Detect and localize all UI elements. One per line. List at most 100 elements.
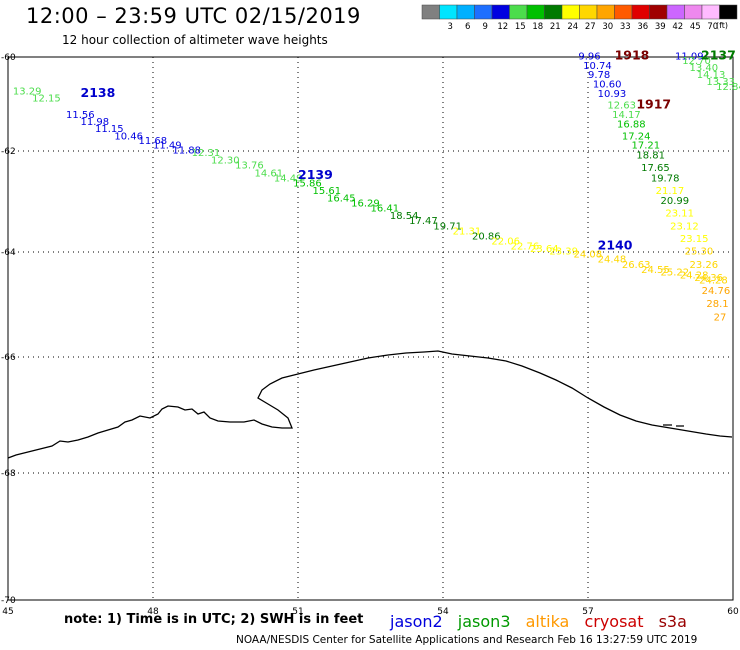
swh-value: 10.60 — [593, 80, 622, 91]
swh-value: 12.31 — [192, 148, 221, 159]
swh-value: 12.30 — [211, 156, 240, 167]
swh-value: 17.47 — [409, 216, 438, 227]
colorbar-tick-label: 42 — [672, 22, 683, 32]
swh-value: 18.54 — [390, 211, 419, 222]
swh-value: 22.76 — [511, 241, 540, 252]
swh-value: 14.61 — [255, 168, 284, 179]
swh-value: 16.45 — [327, 194, 356, 205]
lon-tick-label: 54 — [437, 607, 449, 617]
swh-value: 25.30 — [685, 247, 714, 258]
swh-value: 20.86 — [472, 231, 501, 242]
colorbar-unit: (ft) — [716, 21, 729, 30]
colorbar-tick-label: 70 — [707, 22, 718, 32]
colorbar-tick-label: 15 — [515, 22, 526, 32]
swh-value: 12.63 — [607, 101, 636, 112]
lat-tick-label: -64 — [1, 248, 16, 258]
colorbar-bin — [614, 4, 633, 20]
colorbar-bin — [684, 4, 703, 20]
satellite-legend: jason2 jason3 altika cryosat s3a — [390, 612, 697, 631]
track-1918-1917: 9.9610.749.7810.6010.9312.6314.1716.8817… — [578, 51, 730, 323]
swh-value: 13.33 — [706, 77, 735, 88]
map-frame — [7, 56, 734, 601]
swh-value: 19.78 — [651, 173, 680, 184]
lat-tick-label: -70 — [1, 596, 16, 606]
lat-tick-label: -66 — [1, 353, 16, 363]
colorbar-bin — [439, 4, 458, 20]
swh-value: 16.29 — [351, 199, 380, 210]
colorbar-bin — [526, 4, 545, 20]
orbit-number-label: 2138 — [81, 85, 116, 100]
swh-value: 24.08 — [574, 249, 603, 260]
orbit-number-label: 2137 — [701, 47, 736, 62]
antarctic-coastline — [7, 350, 733, 459]
page-title: 12:00 – 23:59 UTC 02/15/2019 — [26, 4, 361, 28]
orbit-number-label: 2140 — [598, 237, 633, 252]
swh-value: 11.56 — [66, 110, 95, 121]
swh-value: 21.17 — [656, 186, 685, 197]
colorbar-bin — [474, 4, 493, 20]
swh-value: 16.88 — [617, 120, 646, 131]
colorbar-bin — [579, 4, 598, 20]
swh-value: 11.98 — [81, 117, 110, 128]
swh-value: 23.15 — [680, 234, 709, 245]
swh-value: 13.76 — [235, 161, 264, 172]
colorbar-tick-label: 30 — [602, 22, 613, 32]
swh-value: 10.74 — [583, 61, 612, 72]
orbit-number-label: 2139 — [298, 167, 333, 182]
swh-value: 26.63 — [622, 260, 651, 271]
colorbar-tick-label: 45 — [690, 22, 701, 32]
swh-value: 15.86 — [293, 178, 322, 189]
colorbar-tick-label: 39 — [655, 22, 666, 32]
colorbar: 3 6 9 12 15 18 21 24 27 30 33 36 39 42 45 70 — [421, 4, 738, 32]
colorbar-tick-label: 24 — [567, 22, 578, 32]
swh-value: 11.88 — [172, 146, 201, 157]
swh-value: 11.68 — [139, 136, 168, 147]
coastline-fragment — [663, 424, 684, 427]
colorbar-bin — [649, 4, 668, 20]
swh-value: 23.64 — [530, 244, 559, 255]
swh-value: 12.84 — [716, 82, 740, 93]
swh-value: 14.13 — [697, 70, 726, 81]
colorbar-bin — [491, 4, 510, 20]
colorbar-tick-label: 9 — [483, 22, 488, 32]
colorbar-tick-label: 18 — [532, 22, 543, 32]
swh-value: 24.28 — [680, 270, 709, 281]
lon-tick-label: 48 — [147, 607, 159, 617]
swh-value: 17.21 — [632, 141, 661, 152]
swh-value: 11.09 — [675, 51, 704, 62]
legend-jason2: jason2 — [390, 612, 443, 631]
colorbar-tick-label: 6 — [465, 22, 470, 32]
lat-tick-label: -68 — [1, 469, 16, 479]
colorbar-bin — [596, 4, 615, 20]
swh-value: 10.93 — [598, 89, 627, 100]
colorbar-tick-label: 21 — [550, 22, 561, 32]
page-subtitle: 12 hour collection of altimeter wave hei… — [62, 33, 328, 47]
swh-value: 24.55 — [641, 265, 670, 276]
colorbar-bin — [509, 4, 528, 20]
swh-value: 12.15 — [32, 94, 61, 105]
orbit-number-label: 1918 — [615, 47, 650, 62]
swh-value: 11.15 — [95, 124, 124, 135]
colorbar-tick-label: 12 — [497, 22, 508, 32]
footnote: note: 1) Time is in UTC; 2) SWH is in fe… — [64, 612, 364, 627]
legend-s3a: s3a — [658, 612, 687, 631]
swh-value: 21.31 — [453, 226, 482, 237]
legend-cryosat: cryosat — [584, 612, 644, 631]
swh-value: 24.76 — [702, 286, 731, 297]
swh-value: 23.39 — [549, 247, 578, 258]
colorbar-bin — [701, 4, 720, 20]
swh-value: 28.1 — [706, 299, 728, 310]
coastline — [7, 350, 733, 459]
colorbar-bin — [456, 4, 475, 20]
colorbar-tick-label: 33 — [620, 22, 631, 32]
orbit-labels: 2138 2139 2140 1918 1917 2137 — [81, 47, 736, 252]
legend-altika: altika — [525, 612, 570, 631]
swh-value: 17.24 — [622, 131, 651, 142]
swh-value: 13.40 — [690, 63, 719, 74]
swh-value: 11.49 — [153, 141, 182, 152]
